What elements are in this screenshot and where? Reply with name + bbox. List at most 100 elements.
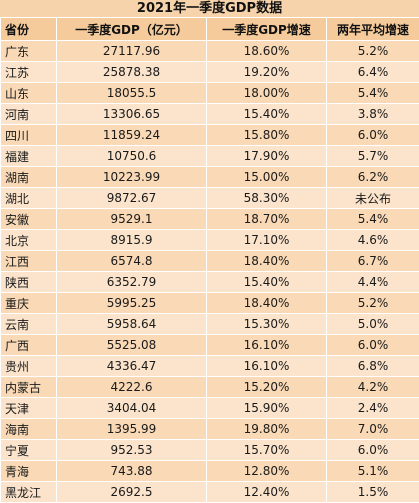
gdp-cell: 4222.6 [57, 377, 207, 398]
province-cell: 云南 [1, 314, 57, 335]
gdp-cell: 27117.96 [57, 41, 207, 62]
growth-cell: 15.40% [207, 104, 327, 125]
gdp-cell: 11859.24 [57, 125, 207, 146]
gdp-cell: 743.88 [57, 461, 207, 482]
growth-cell: 18.00% [207, 83, 327, 104]
gdp-table-container: 2021年一季度GDP数据 省份 一季度GDP（亿元） 一季度GDP增速 两年平… [0, 0, 419, 478]
gdp-cell: 9529.1 [57, 209, 207, 230]
growth-cell: 15.40% [207, 272, 327, 293]
gdp-cell: 9872.67 [57, 188, 207, 209]
avg-growth-cell: 7.0% [327, 419, 419, 440]
header-province: 省份 [1, 18, 57, 41]
avg-growth-cell: 5.4% [327, 83, 419, 104]
growth-cell: 18.40% [207, 251, 327, 272]
province-cell: 内蒙古 [1, 377, 57, 398]
growth-cell: 19.20% [207, 62, 327, 83]
avg-growth-cell: 1.5% [327, 482, 419, 503]
growth-cell: 18.40% [207, 293, 327, 314]
growth-cell: 16.10% [207, 335, 327, 356]
province-cell: 陕西 [1, 272, 57, 293]
growth-cell: 15.00% [207, 167, 327, 188]
growth-cell: 12.40% [207, 482, 327, 503]
avg-growth-cell: 6.0% [327, 335, 419, 356]
province-cell: 山东 [1, 83, 57, 104]
province-cell: 北京 [1, 230, 57, 251]
province-cell: 黑龙江 [1, 482, 57, 503]
province-cell: 广西 [1, 335, 57, 356]
growth-cell: 17.10% [207, 230, 327, 251]
growth-cell: 15.20% [207, 377, 327, 398]
province-cell: 天津 [1, 398, 57, 419]
province-cell: 海南 [1, 419, 57, 440]
province-cell: 广东 [1, 41, 57, 62]
gdp-cell: 2692.5 [57, 482, 207, 503]
province-cell: 四川 [1, 125, 57, 146]
avg-growth-cell: 6.7% [327, 251, 419, 272]
avg-growth-cell: 6.4% [327, 62, 419, 83]
avg-growth-cell: 6.0% [327, 440, 419, 461]
avg-growth-cell: 5.2% [327, 293, 419, 314]
header-row: 省份 一季度GDP（亿元） 一季度GDP增速 两年平均增速 [1, 18, 419, 41]
avg-growth-cell: 6.8% [327, 356, 419, 377]
growth-cell: 19.80% [207, 419, 327, 440]
growth-cell: 16.10% [207, 356, 327, 377]
province-cell: 重庆 [1, 293, 57, 314]
table-title: 2021年一季度GDP数据 [0, 0, 419, 17]
growth-cell: 15.70% [207, 440, 327, 461]
province-cell: 江苏 [1, 62, 57, 83]
avg-growth-cell: 4.4% [327, 272, 419, 293]
province-cell: 安徽 [1, 209, 57, 230]
avg-growth-cell: 5.2% [327, 41, 419, 62]
avg-growth-cell: 6.0% [327, 125, 419, 146]
gdp-cell: 5995.25 [57, 293, 207, 314]
growth-cell: 58.30% [207, 188, 327, 209]
province-cell: 青海 [1, 461, 57, 482]
growth-cell: 18.60% [207, 41, 327, 62]
avg-growth-cell: 4.2% [327, 377, 419, 398]
growth-cell: 18.70% [207, 209, 327, 230]
avg-growth-cell: 5.1% [327, 461, 419, 482]
avg-growth-cell: 5.7% [327, 146, 419, 167]
avg-growth-cell: 5.4% [327, 209, 419, 230]
avg-growth-cell: 6.2% [327, 167, 419, 188]
gdp-cell: 18055.5 [57, 83, 207, 104]
gdp-cell: 13306.65 [57, 104, 207, 125]
growth-cell: 17.90% [207, 146, 327, 167]
gdp-cell: 8915.9 [57, 230, 207, 251]
header-avg-growth: 两年平均增速 [327, 18, 419, 41]
gdp-cell: 6352.79 [57, 272, 207, 293]
gdp-cell: 10223.99 [57, 167, 207, 188]
province-cell: 河南 [1, 104, 57, 125]
gdp-cell: 952.53 [57, 440, 207, 461]
growth-cell: 15.90% [207, 398, 327, 419]
gdp-cell: 3404.04 [57, 398, 207, 419]
growth-cell: 15.30% [207, 314, 327, 335]
gdp-cell: 10750.6 [57, 146, 207, 167]
province-cell: 江西 [1, 251, 57, 272]
province-cell: 湖南 [1, 167, 57, 188]
avg-growth-cell: 3.8% [327, 104, 419, 125]
avg-growth-cell: 5.0% [327, 314, 419, 335]
province-cell: 贵州 [1, 356, 57, 377]
province-cell: 湖北 [1, 188, 57, 209]
